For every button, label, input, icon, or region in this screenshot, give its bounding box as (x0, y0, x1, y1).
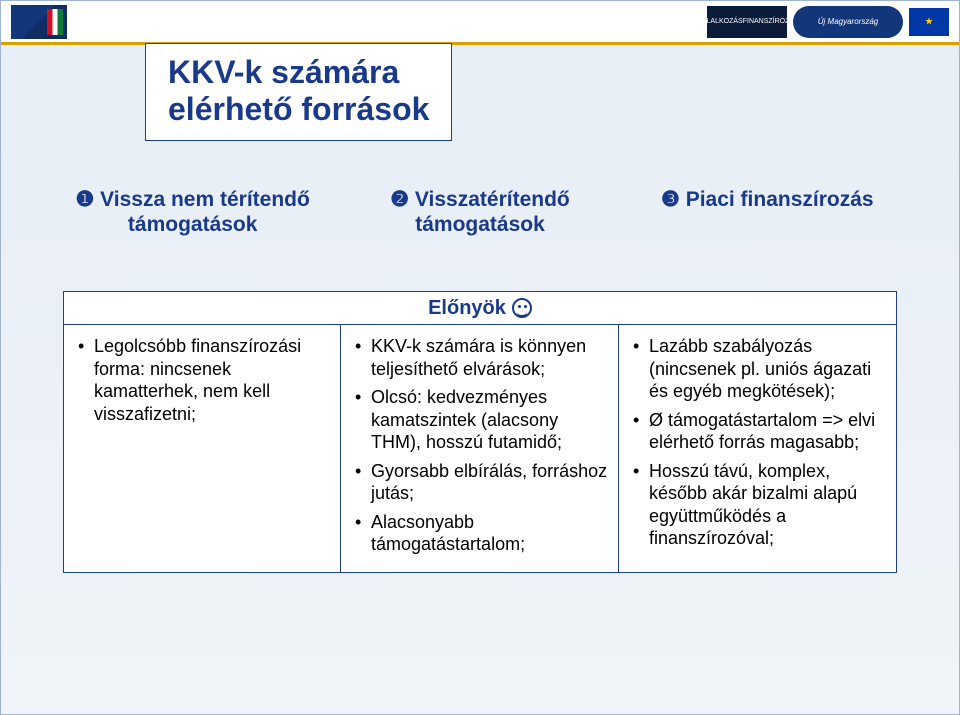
list-item: Hosszú távú, komplex, később akár bizalm… (633, 460, 886, 550)
adv-list-2: KKV-k számára is könnyen teljesíthető el… (355, 335, 608, 556)
logo-right: VÁLLALKOZÁSFINANSZÍROZÁSI Új Magyarorszá… (707, 6, 949, 38)
adv-cell-3: Lazább szabályozás (nincsenek pl. uniós … (619, 324, 897, 573)
advantages-grid: Legolcsóbb finanszírozási forma: nincsen… (63, 324, 897, 573)
list-item: Gyorsabb elbírálás, forráshoz jutás; (355, 460, 608, 505)
logo-left (11, 5, 101, 39)
list-item: Alacsonyabb támogatástartalom; (355, 511, 608, 556)
adv-list-3: Lazább szabályozás (nincsenek pl. uniós … (633, 335, 886, 550)
adv-cell-1: Legolcsóbb finanszírozási forma: nincsen… (63, 324, 341, 573)
col-header-3: ❸ Piaci finanszírozás (638, 187, 897, 237)
adv-cell-2: KKV-k számára is könnyen teljesíthető el… (341, 324, 619, 573)
list-item: Ø támogatástartalom => elvi elérhető for… (633, 409, 886, 454)
top-bar: VÁLLALKOZÁSFINANSZÍROZÁSI Új Magyarorszá… (1, 1, 959, 45)
list-item: Lazább szabályozás (nincsenek pl. uniós … (633, 335, 886, 403)
logo-box-2: Új Magyarország (793, 6, 903, 38)
advantages-title: Előnyök (428, 297, 506, 320)
col-header-2: ❷ Visszatérítendő támogatások (350, 187, 609, 237)
column-headers: ❶ Vissza nem térítendő támogatások ❷ Vis… (63, 187, 897, 237)
smiley-icon (512, 298, 532, 318)
title-line-1: KKV-k számára (168, 54, 429, 91)
slide-title: KKV-k számára elérhető források (145, 43, 452, 141)
list-item: Legolcsóbb finanszírozási forma: nincsen… (78, 335, 330, 425)
adv-list-1: Legolcsóbb finanszírozási forma: nincsen… (78, 335, 330, 425)
title-line-2: elérhető források (168, 91, 429, 128)
logo-box-1: VÁLLALKOZÁSFINANSZÍROZÁSI (707, 6, 787, 38)
col-header-1: ❶ Vissza nem térítendő támogatások (63, 187, 322, 237)
advantages-title-row: Előnyök (63, 291, 897, 325)
list-item: KKV-k számára is könnyen teljesíthető el… (355, 335, 608, 380)
flag-icon (11, 5, 67, 39)
eu-flag-icon (909, 8, 949, 36)
stripes-icon (73, 11, 101, 33)
list-item: Olcsó: kedvezményes kamatszintek (alacso… (355, 386, 608, 454)
